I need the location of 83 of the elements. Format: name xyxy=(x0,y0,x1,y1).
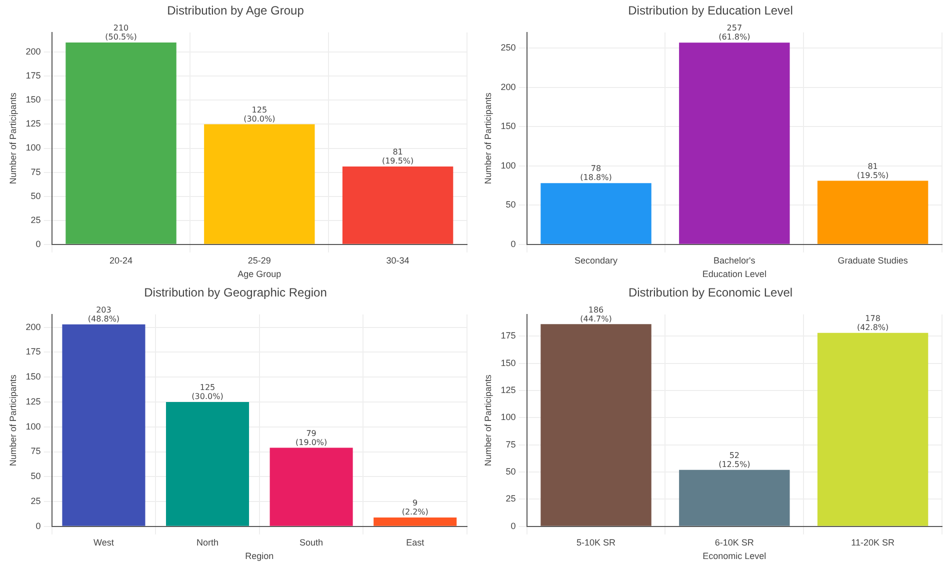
x-tick-label: 6-10K SR xyxy=(714,537,754,548)
x-tick-label: 20-24 xyxy=(110,255,133,266)
bar xyxy=(66,42,176,244)
bar xyxy=(540,183,652,244)
chart-title: Distribution by Education Level xyxy=(628,4,793,18)
data-label: 125 (30.0%) xyxy=(244,105,276,124)
data-label: 186 (44.7%) xyxy=(580,305,612,324)
x-tick-label: East xyxy=(406,537,425,548)
bar xyxy=(204,124,315,244)
x-axis-title: Education Level xyxy=(702,269,766,280)
bar xyxy=(817,180,928,244)
y-tick-label: 150 xyxy=(500,121,516,132)
data-label: 81 (19.5%) xyxy=(382,148,414,166)
x-tick-label: West xyxy=(94,537,114,548)
data-label: 79 (19.0%) xyxy=(295,428,328,447)
y-tick-label: 25 xyxy=(30,496,41,506)
y-axis-title: Number of Participants xyxy=(482,92,493,184)
y-tick-label: 125 xyxy=(26,118,41,129)
data-label: 257 (61.8%) xyxy=(718,24,750,42)
y-tick-label: 175 xyxy=(500,330,516,341)
data-label: 178 (42.8%) xyxy=(856,314,889,332)
bar xyxy=(540,324,652,526)
y-tick-label: 50 xyxy=(30,190,41,201)
y-tick-label: 100 xyxy=(26,142,41,153)
y-axis-title: Number of Participants xyxy=(482,374,493,466)
bar xyxy=(166,402,250,526)
x-axis-title: Region xyxy=(245,551,274,562)
bar xyxy=(374,517,457,526)
data-label: 203 (48.8%) xyxy=(88,305,120,324)
x-tick-label: 11-20K SR xyxy=(851,537,895,548)
data-label: 81 (19.5%) xyxy=(856,162,889,180)
bar xyxy=(817,332,928,526)
bar xyxy=(679,470,790,526)
y-tick-label: 100 xyxy=(500,412,516,422)
bar xyxy=(62,324,146,526)
x-tick-label: Bachelor's xyxy=(714,255,756,266)
y-tick-label: 0 xyxy=(36,238,41,249)
y-tick-label: 0 xyxy=(510,238,516,249)
y-tick-label: 50 xyxy=(506,466,516,477)
chart-title: Distribution by Age Group xyxy=(167,4,304,18)
y-axis-title: Number of Participants xyxy=(8,374,18,466)
bar xyxy=(342,166,454,244)
x-tick-label: 5-10K SR xyxy=(576,537,616,548)
y-tick-label: 25 xyxy=(30,214,41,225)
y-tick-label: 0 xyxy=(36,520,41,531)
chart-title: Distribution by Economic Level xyxy=(628,286,793,300)
y-tick-label: 250 xyxy=(500,42,516,53)
chart-title: Distribution by Geographic Region xyxy=(144,286,327,300)
y-tick-label: 175 xyxy=(26,346,41,357)
data-label: 9 (2.2%) xyxy=(402,498,428,517)
y-tick-label: 75 xyxy=(506,439,516,450)
y-tick-label: 125 xyxy=(26,396,41,406)
y-tick-label: 0 xyxy=(510,520,516,531)
y-tick-label: 150 xyxy=(26,372,41,382)
x-tick-label: 30-34 xyxy=(386,255,410,266)
y-tick-label: 75 xyxy=(30,166,41,177)
data-label: 125 (30.0%) xyxy=(192,383,224,402)
y-tick-label: 100 xyxy=(500,160,516,170)
y-tick-label: 50 xyxy=(506,200,516,210)
x-tick-label: Secondary xyxy=(574,255,618,266)
x-axis-title: Economic Level xyxy=(702,551,766,562)
y-tick-label: 100 xyxy=(26,421,41,432)
y-tick-label: 200 xyxy=(500,82,516,92)
data-label: 52 (12.5%) xyxy=(718,450,750,469)
y-tick-label: 50 xyxy=(30,471,41,482)
data-label: 210 (50.5%) xyxy=(105,24,137,42)
y-tick-label: 125 xyxy=(500,384,516,395)
y-tick-label: 25 xyxy=(506,494,516,504)
y-tick-label: 175 xyxy=(26,70,41,81)
bar xyxy=(270,448,353,526)
x-tick-label: 25-29 xyxy=(248,255,271,266)
x-tick-label: South xyxy=(300,537,324,548)
data-label: 78 (18.8%) xyxy=(580,164,612,182)
x-tick-label: Graduate Studies xyxy=(838,255,908,266)
y-axis-title: Number of Participants xyxy=(8,92,18,184)
y-tick-label: 150 xyxy=(500,358,516,368)
y-tick-label: 75 xyxy=(30,446,41,456)
y-tick-label: 200 xyxy=(26,322,41,332)
x-axis-title: Age Group xyxy=(238,269,282,280)
x-tick-label: North xyxy=(196,537,219,548)
y-tick-label: 150 xyxy=(26,94,41,105)
y-tick-label: 200 xyxy=(26,46,41,57)
bar xyxy=(679,42,790,244)
